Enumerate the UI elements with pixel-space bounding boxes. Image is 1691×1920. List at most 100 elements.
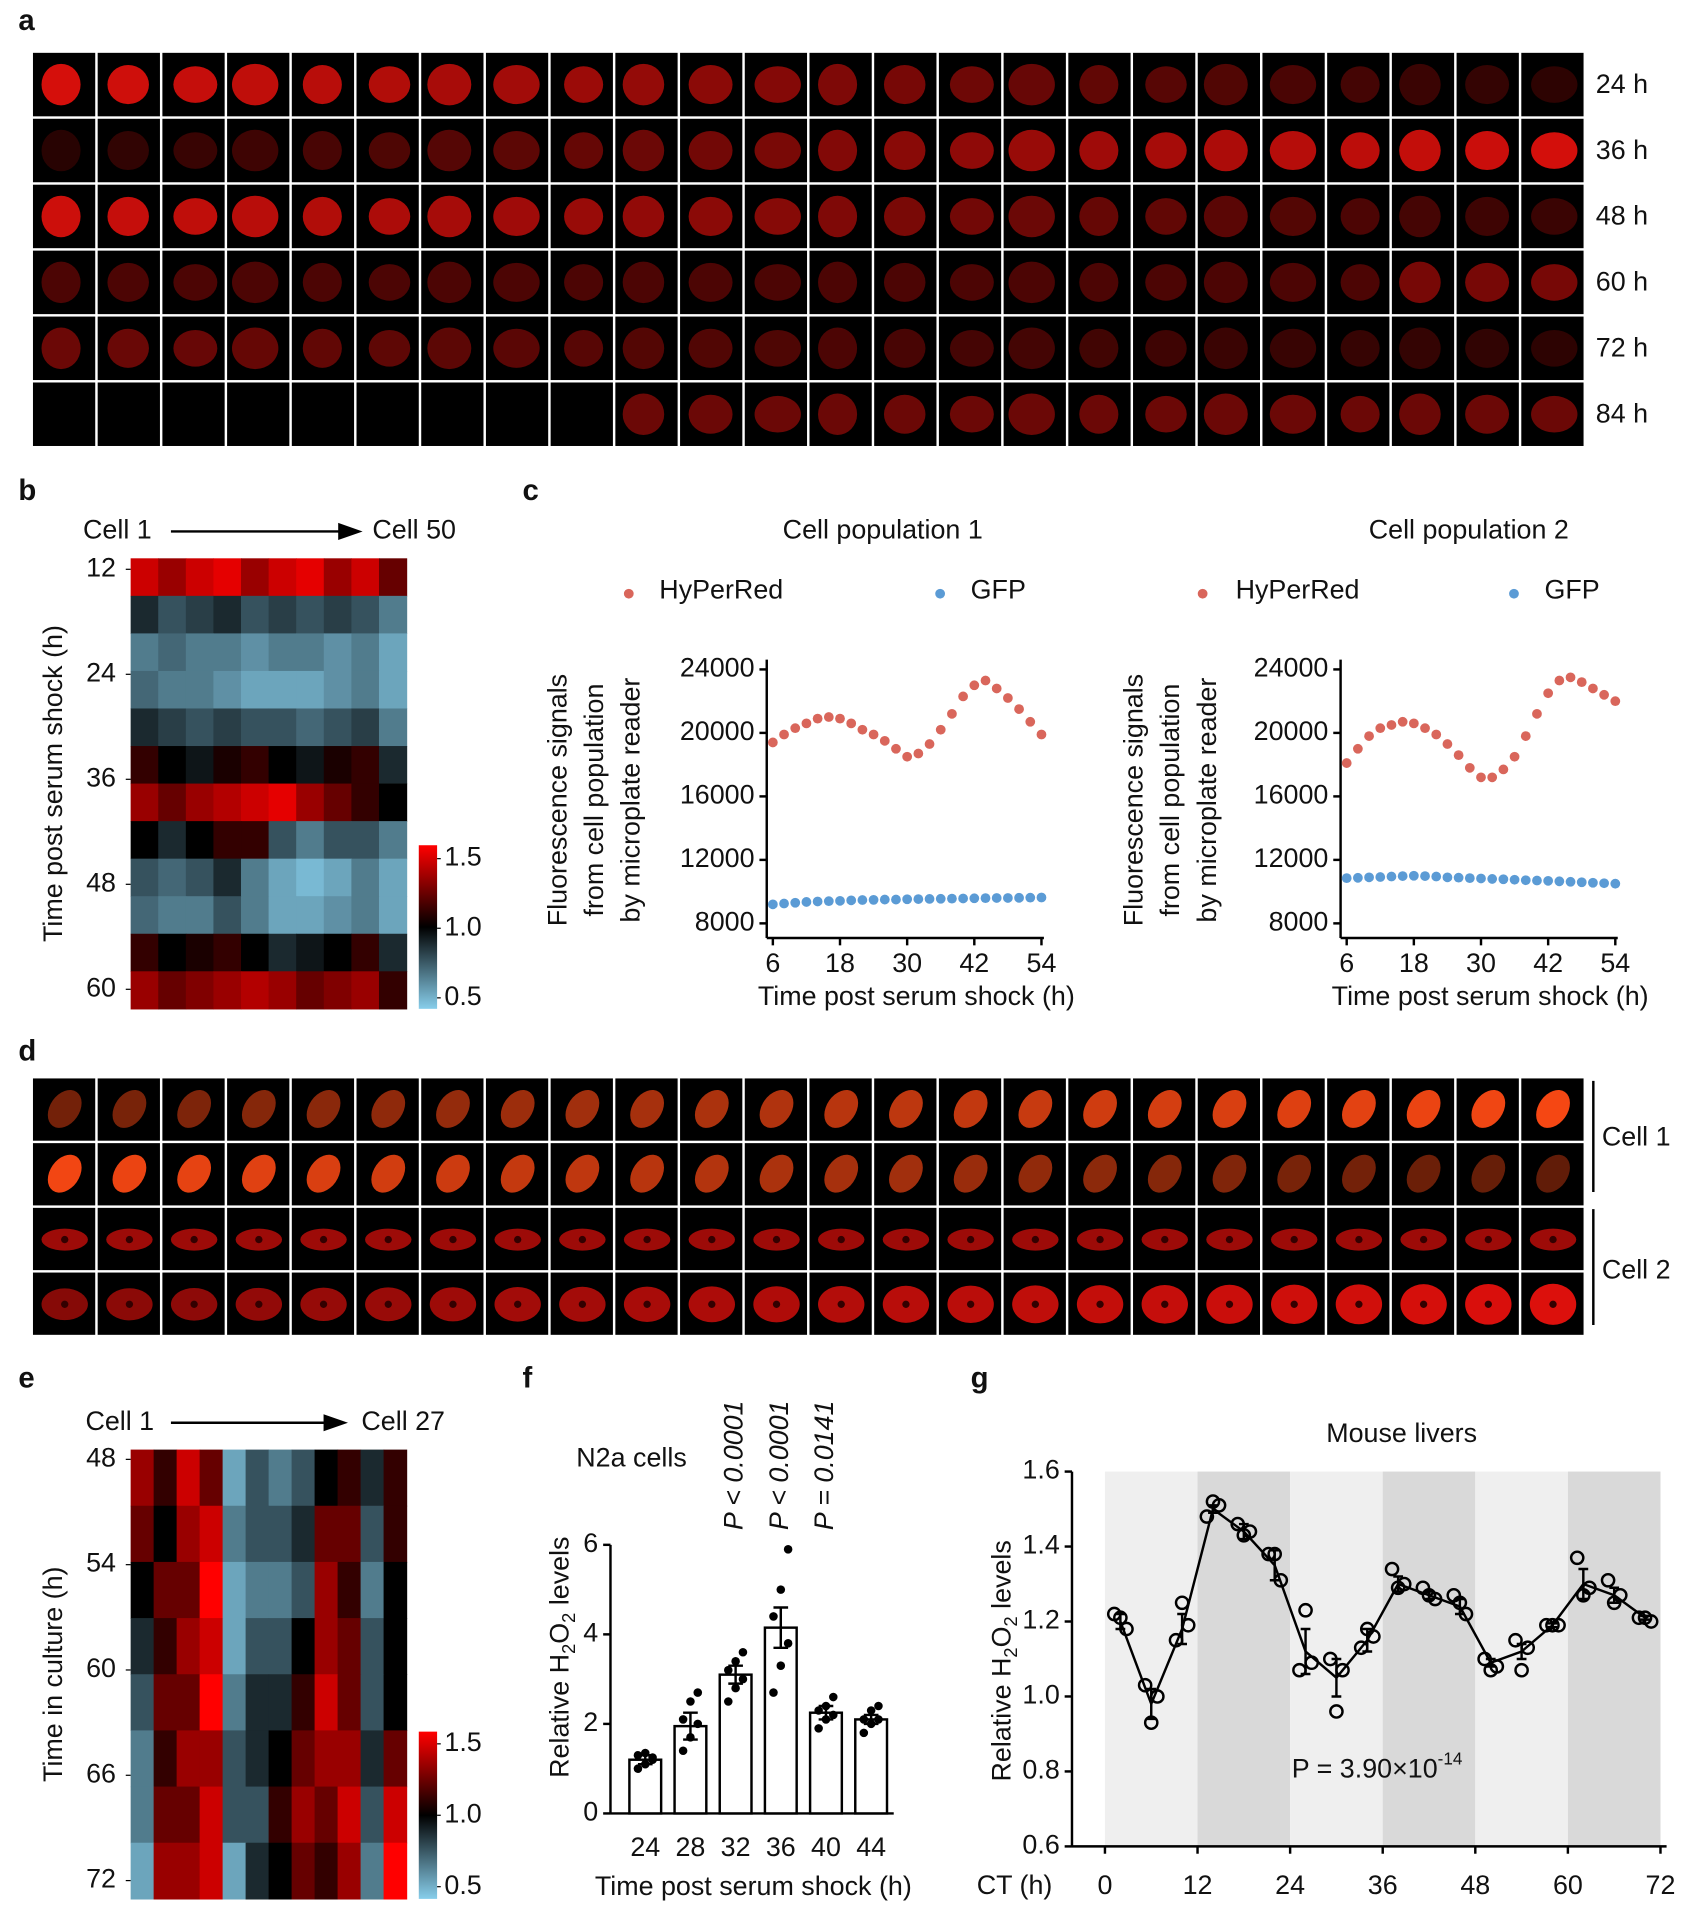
point [935, 893, 946, 904]
y-tick-label: 0.8 [1022, 1755, 1059, 1785]
micrograph [227, 316, 290, 381]
chart-title: Cell population 2 [1369, 515, 1569, 545]
micrograph [485, 316, 549, 381]
shade-band [1567, 1471, 1661, 1847]
cell [1399, 195, 1441, 238]
heat-cell [378, 971, 408, 1010]
micrograph [1262, 382, 1325, 446]
point [1119, 1621, 1134, 1637]
cell [1465, 394, 1510, 434]
cell [41, 327, 81, 370]
point [1025, 892, 1036, 903]
cell [565, 1089, 600, 1128]
nucleolus [578, 1235, 587, 1244]
heat-cell [222, 1618, 247, 1675]
y-tick-label: 72 [86, 1864, 116, 1894]
cell [754, 198, 801, 235]
cell [1145, 198, 1187, 235]
point [1569, 1550, 1585, 1566]
point [1476, 772, 1486, 783]
nucleolus [384, 1235, 392, 1244]
cell [427, 63, 472, 106]
micrograph [227, 382, 290, 446]
point [731, 1656, 740, 1666]
cell [889, 1154, 923, 1193]
cell [622, 129, 665, 172]
point [779, 729, 789, 740]
heat-cell [241, 595, 270, 635]
heat-cell [241, 896, 270, 935]
y-axis-label: Fluorescence signals [1119, 674, 1149, 926]
micrograph [1391, 52, 1455, 117]
micrograph [1327, 52, 1390, 117]
point [1003, 693, 1013, 703]
point [1599, 689, 1609, 700]
cell [1008, 195, 1055, 238]
nucleolus [1096, 1235, 1104, 1244]
point [1397, 716, 1408, 727]
micrograph [485, 250, 549, 315]
heat-cell [351, 896, 380, 935]
micrograph [421, 316, 484, 381]
micrograph [1003, 184, 1066, 249]
nucleolus [61, 1235, 69, 1244]
micrograph [615, 250, 678, 315]
heat-cell [213, 971, 242, 1010]
x-tick-label: 12 [1183, 1870, 1213, 1900]
cell [622, 393, 665, 435]
cell [41, 195, 81, 238]
micrograph [485, 382, 549, 446]
point [686, 1697, 695, 1706]
point [1431, 871, 1442, 882]
cell [41, 261, 81, 304]
micrograph [162, 316, 225, 381]
y-tick-label: 20000 [680, 716, 755, 746]
point [1551, 1617, 1566, 1633]
heat-cell [199, 1730, 224, 1788]
heat-cell [130, 821, 159, 860]
cell [818, 261, 858, 304]
heat-cell [158, 971, 187, 1010]
cell [302, 328, 342, 368]
cell [1340, 66, 1380, 103]
point [1453, 750, 1464, 761]
cell [1399, 129, 1441, 172]
micrograph [1133, 184, 1196, 249]
y-tick-label: 24000 [680, 653, 755, 683]
heat-cell [130, 1786, 155, 1844]
panel-label: a [18, 4, 35, 37]
point [1143, 1715, 1159, 1731]
y-tick-label: 12000 [1254, 843, 1329, 873]
heat-cell [185, 783, 215, 822]
point [868, 894, 879, 905]
y-axis-label: from cell population [1155, 684, 1185, 917]
heat-cell [351, 746, 380, 785]
shade-band [1382, 1471, 1476, 1847]
point [801, 718, 812, 729]
micrograph [485, 118, 549, 183]
heat-cell [222, 1561, 247, 1619]
cell [1008, 63, 1055, 106]
y-tick-label: 24 [86, 657, 116, 687]
heat-cell [268, 1449, 293, 1507]
micrograph [356, 250, 419, 315]
cell [368, 132, 411, 169]
micrograph [1068, 184, 1131, 249]
point [1292, 1662, 1307, 1678]
heat-cell [130, 896, 159, 935]
point [1298, 1602, 1313, 1618]
micrograph [1327, 382, 1390, 446]
point [1543, 688, 1554, 699]
nucleolus [1031, 1300, 1040, 1308]
point [1532, 708, 1542, 719]
x-tick-label: 54 [1027, 948, 1057, 978]
cell [1399, 261, 1441, 304]
micrograph [32, 118, 96, 183]
point [980, 893, 991, 904]
nucleolus [255, 1235, 263, 1244]
point [846, 718, 857, 729]
cell [1465, 262, 1510, 302]
heat-cell [351, 783, 380, 822]
p-value: P < 0.0001 [764, 1400, 794, 1530]
point [693, 1688, 703, 1697]
